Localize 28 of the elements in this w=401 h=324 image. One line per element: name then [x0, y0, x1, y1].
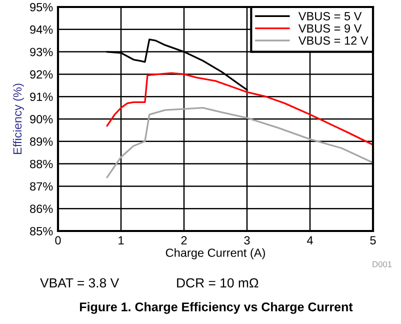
y-tick-label: 86%	[30, 204, 53, 213]
text: D001	[372, 261, 392, 268]
line-series	[106, 72, 373, 146]
text: VBAT = 3.8 V	[40, 278, 120, 288]
x-tick-label: 4	[306, 236, 313, 244]
legend-label: VBUS = 5 V	[298, 12, 362, 20]
x-tick-label: 3	[244, 236, 250, 245]
text: DCR = 10 mΩ	[177, 278, 258, 288]
x-tick-label: 5	[370, 236, 376, 245]
legend-label: VBUS = 9 V	[298, 24, 362, 33]
text: Figure 1. Charge Efficiency vs Charge Current	[80, 302, 353, 314]
y-tick-label: 92%	[30, 70, 53, 79]
y-tick-label: 94%	[30, 25, 53, 34]
y-tick-label: 90%	[30, 115, 53, 124]
legend-label: VBUS = 12 V	[298, 36, 368, 45]
x-tick-label: 1	[118, 236, 124, 244]
y-tick-label: 88%	[30, 160, 53, 168]
y-tick-label: 91%	[30, 92, 53, 101]
y-tick-label: 85%	[30, 227, 53, 236]
y-tick-label: 89%	[30, 137, 53, 146]
x-tick-label: 0	[55, 236, 61, 245]
y-tick-label: 87%	[30, 182, 53, 191]
x-tick-label: 2	[181, 236, 187, 244]
y-tick-label: 95%	[30, 3, 53, 12]
x-axis-title: Charge Current (A)	[166, 248, 265, 260]
y-tick-label: 93%	[30, 48, 53, 56]
y-axis-title: Efficiency (%)	[12, 84, 24, 154]
line-series	[106, 106, 373, 178]
